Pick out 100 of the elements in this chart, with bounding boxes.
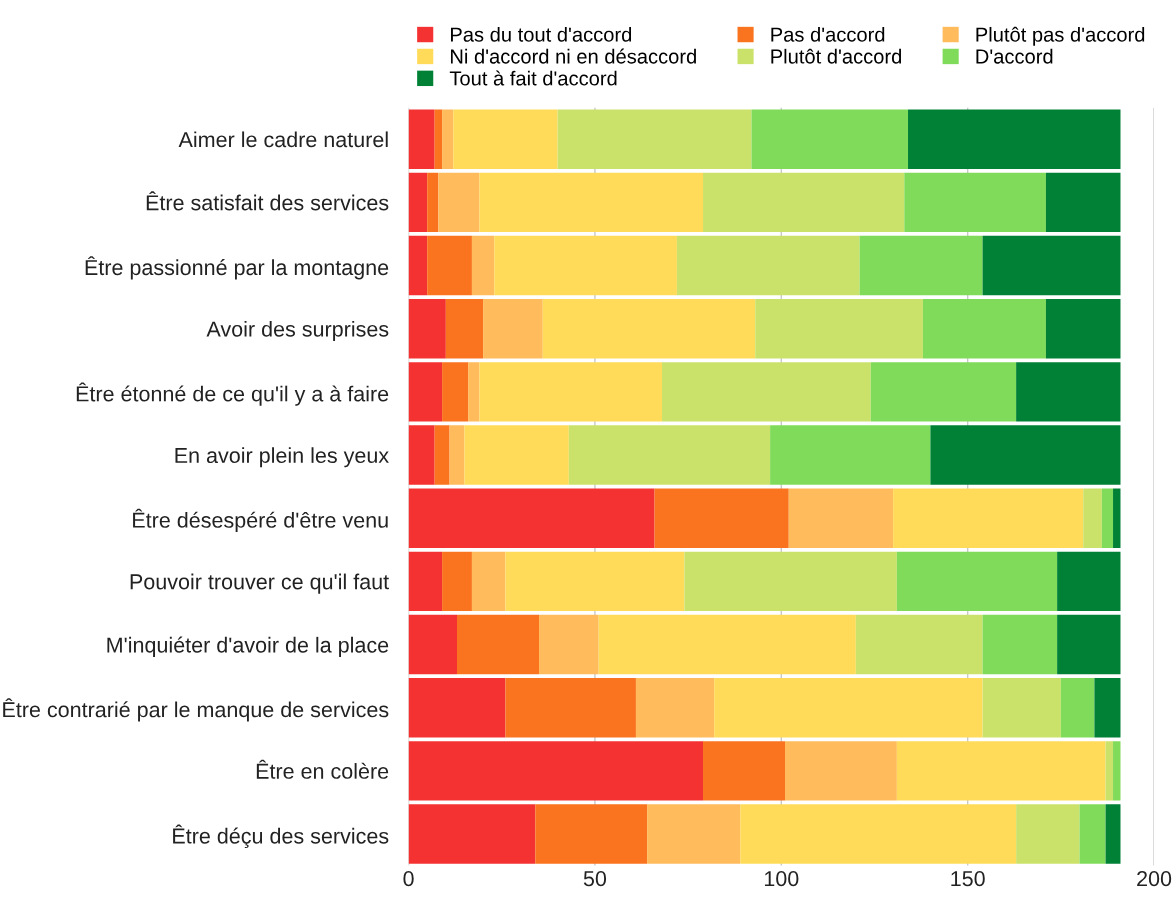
bar <box>870 362 1017 422</box>
bar <box>408 362 443 422</box>
bar <box>494 235 677 296</box>
y-tick-label: M'inquiéter d'avoir de la place <box>107 636 389 657</box>
bar <box>408 425 435 485</box>
bar <box>855 614 983 675</box>
bar <box>1016 804 1080 864</box>
bar <box>483 299 543 359</box>
bar <box>1105 804 1121 864</box>
legend-label: Ni d'accord ni en désaccord <box>451 48 696 64</box>
legend-label: Tout à fait d'accord <box>449 70 617 86</box>
bar <box>468 362 480 422</box>
bar <box>893 488 1084 548</box>
bar <box>464 425 569 485</box>
bar <box>408 678 506 738</box>
bar <box>908 109 1121 169</box>
bar <box>859 235 983 296</box>
bar <box>982 614 1058 675</box>
bar <box>427 235 472 296</box>
bar <box>896 551 1058 612</box>
x-tick-label: 0 <box>403 871 414 887</box>
legend-label: D'accord <box>976 48 1053 64</box>
bar <box>922 299 1046 359</box>
bar <box>408 488 655 548</box>
x-tick-label: 100 <box>764 871 799 887</box>
bar <box>408 614 458 675</box>
y-tick-label: Avoir des surprises <box>206 320 389 341</box>
bar <box>770 425 931 485</box>
y-tick-label: Être passionné par la montagne <box>85 256 389 280</box>
bar <box>449 425 465 485</box>
bar <box>542 299 756 359</box>
bar <box>755 299 923 359</box>
y-tick-label: Être satisfait des services <box>146 191 389 211</box>
bar <box>1045 172 1121 233</box>
bar <box>788 488 894 548</box>
bar <box>930 425 1121 485</box>
bar <box>647 804 741 864</box>
bar <box>1101 488 1114 548</box>
bar <box>676 235 860 296</box>
bar <box>535 804 648 864</box>
bar <box>408 299 446 359</box>
bar <box>1094 678 1121 738</box>
bar <box>1113 488 1121 548</box>
bar <box>479 362 663 422</box>
bar <box>662 362 871 422</box>
bar <box>1057 614 1121 675</box>
bar <box>557 109 752 169</box>
bar <box>740 804 1017 864</box>
bar <box>442 551 472 612</box>
bar <box>904 172 1046 233</box>
bar <box>479 172 704 233</box>
bar <box>408 804 536 864</box>
bar <box>982 678 1061 738</box>
bar <box>1057 551 1121 612</box>
legend-label: Plutôt pas d'accord <box>976 26 1145 46</box>
bar <box>408 172 428 233</box>
bar <box>408 109 435 169</box>
x-tick-label: 200 <box>1137 871 1172 887</box>
bar <box>408 235 428 296</box>
bar <box>703 741 786 801</box>
x-tick-label: 50 <box>583 871 607 887</box>
bar <box>751 109 909 169</box>
y-tick-label: Être étonné de ce qu'il y a à faire <box>76 382 389 406</box>
bar <box>539 614 599 675</box>
bar <box>598 614 856 675</box>
bar <box>471 551 506 612</box>
bar <box>1060 678 1095 738</box>
bar <box>1079 804 1106 864</box>
bar <box>505 678 636 738</box>
bar <box>785 741 897 801</box>
bar <box>982 235 1121 296</box>
bar <box>434 425 450 485</box>
legend-label: Plutôt d'accord <box>771 48 902 64</box>
bar <box>684 551 897 612</box>
bar <box>408 551 443 612</box>
bar <box>1016 362 1121 422</box>
bar <box>445 299 484 359</box>
bar <box>1045 299 1121 359</box>
bar <box>505 551 685 612</box>
y-tick-label: Pouvoir trouver ce qu'il faut <box>130 573 389 594</box>
bar <box>442 362 469 422</box>
x-tick-label: 150 <box>951 871 985 887</box>
bar <box>453 109 558 169</box>
bar <box>408 741 704 801</box>
legend-label: Pas du tout d'accord <box>451 26 632 42</box>
y-tick-label: Être en colère <box>256 759 389 779</box>
bar <box>471 235 495 296</box>
bar <box>714 678 983 738</box>
bar <box>442 109 454 169</box>
bar <box>635 678 715 738</box>
y-tick-label: Aimer le cadre naturel <box>178 131 388 148</box>
bar <box>654 488 789 548</box>
bar <box>438 172 480 233</box>
bar <box>1113 741 1121 801</box>
y-tick-label: Être désespéré d'être venu <box>133 508 388 533</box>
bar <box>1105 741 1114 801</box>
y-tick-label: En avoir plein les yeux <box>175 447 389 468</box>
bar <box>457 614 540 675</box>
bar <box>896 741 1106 801</box>
bar <box>427 172 439 233</box>
